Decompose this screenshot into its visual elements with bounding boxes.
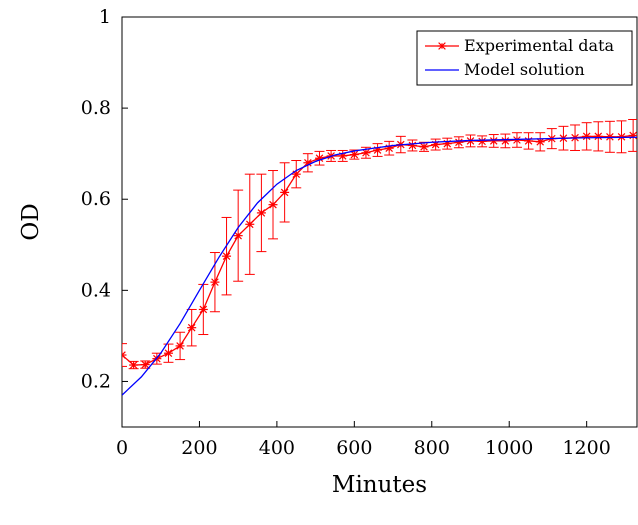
y-tick-label: 0.8 [81,97,111,119]
data-point [222,252,232,260]
data-point [268,200,278,209]
y-tick-label: 0.6 [81,188,111,210]
data-point [122,351,127,359]
data-point [291,170,301,178]
x-tick-label: 800 [414,437,450,459]
data-point [163,349,173,357]
x-tick-label: 1000 [485,437,533,459]
data-point [256,209,266,217]
x-tick-label: 1200 [562,437,610,459]
data-point [361,148,371,157]
data-point [187,323,197,332]
data-point [593,132,603,141]
data-point [303,158,313,167]
series-0 [122,119,637,370]
data-point [245,220,255,229]
x-tick-label: 400 [259,437,295,459]
series-layer [122,119,637,396]
x-tick-label: 0 [116,437,128,459]
data-point [489,137,499,145]
data-point [175,342,185,350]
plot-area [121,16,638,428]
error-bar [122,343,127,367]
legend-label: Model solution [464,60,585,79]
y-axis-label: OD [18,203,44,240]
legend-entry: Model solution [425,60,585,79]
data-point [500,137,510,145]
data-point [454,138,464,147]
data-point [419,143,429,151]
data-point [129,361,139,369]
data-point [605,133,615,141]
y-tick-label: 1 [99,6,111,28]
data-point [198,305,208,314]
data-point [210,278,220,286]
legend-entry: Experimental data [425,36,615,55]
legend-label: Experimental data [464,36,615,55]
y-axis: 0.2 0.4 0.6 0.8 1 [81,6,128,392]
data-point [582,132,592,141]
legend-marker [437,42,447,50]
data-point [140,360,150,369]
data-point [233,231,243,240]
x-tick-label: 600 [336,437,372,459]
y-tick-label: 0.4 [81,279,111,301]
series-1 [122,136,637,396]
data-point [280,188,290,197]
series-line [122,136,637,396]
y-tick-label: 0.2 [81,370,111,392]
x-tick-label: 200 [181,437,217,459]
series-line [122,134,634,366]
data-point [349,150,359,159]
x-axis: 0 200 400 600 800 1000 1200 [116,421,611,459]
x-axis-label: Minutes [332,472,427,498]
data-point [477,137,487,146]
plot-frame [121,16,638,428]
data-point [535,138,545,146]
legend: Experimental data Model solution [416,30,633,86]
legend-box [416,30,633,86]
